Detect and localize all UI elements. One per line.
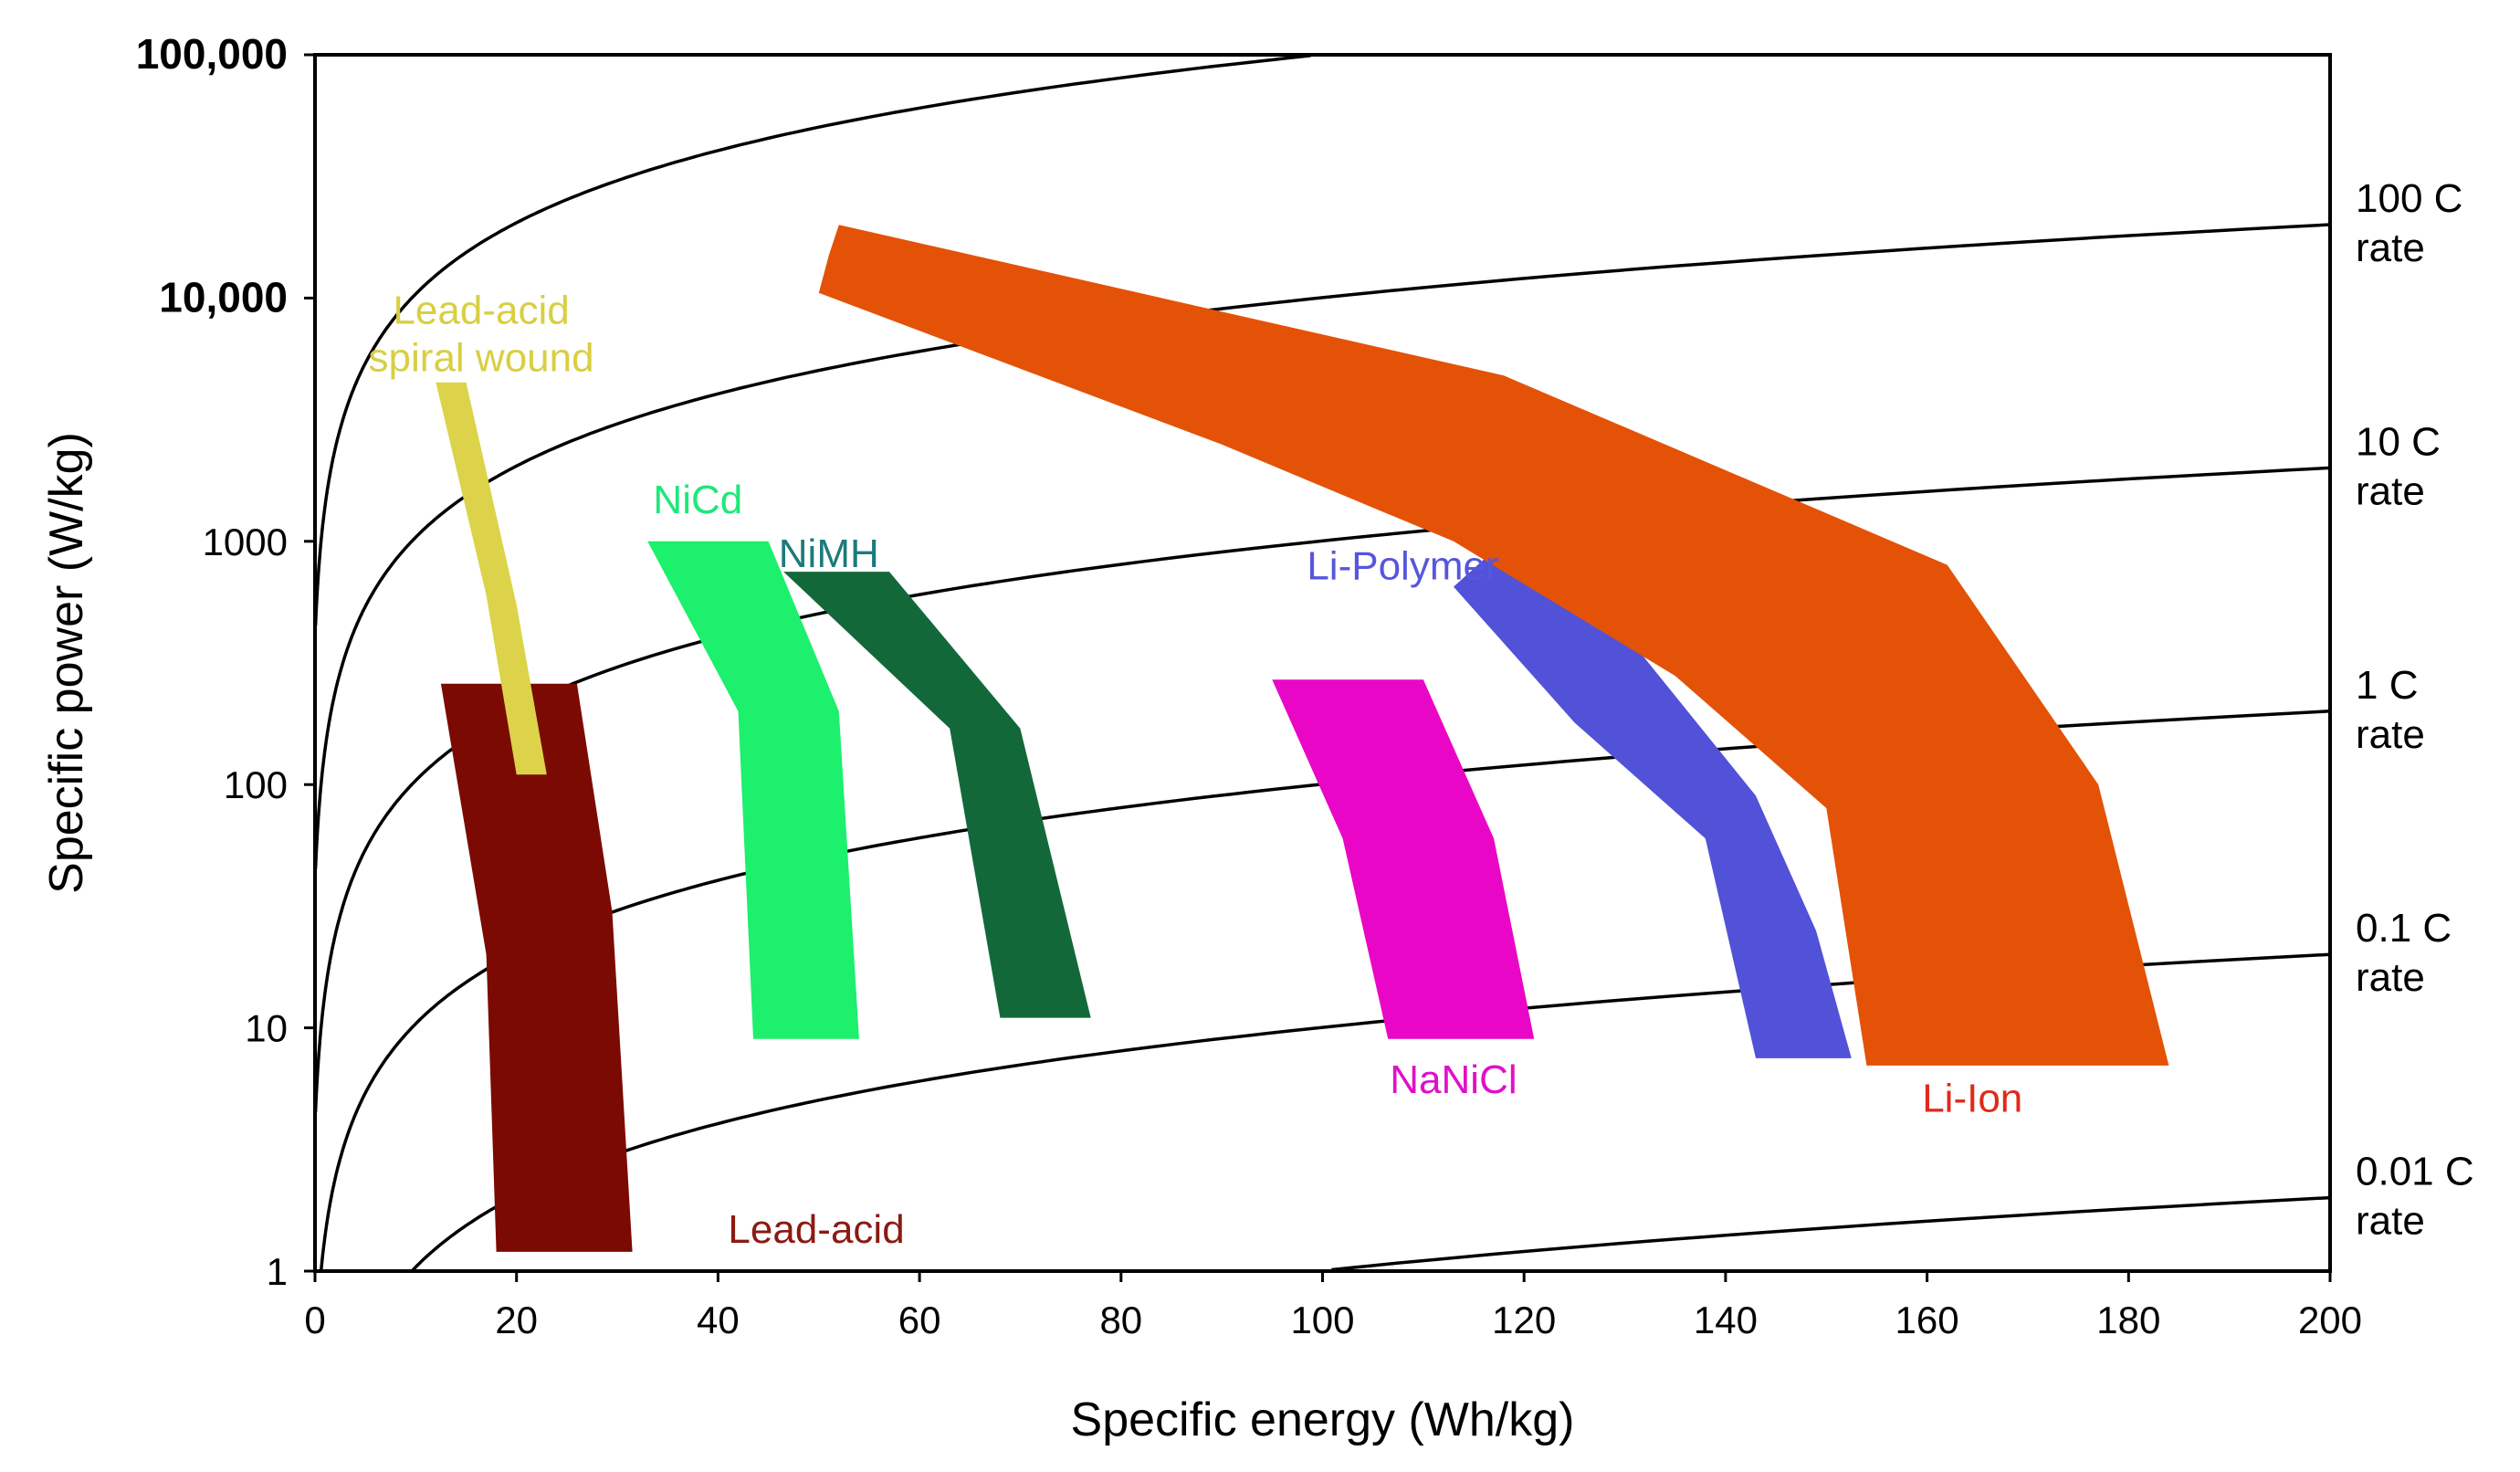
y-tick-label: 10 xyxy=(245,1007,288,1050)
x-tick-label: 200 xyxy=(2298,1299,2362,1341)
region-li-polymer xyxy=(1454,541,1852,1058)
series-label-nimh: NiMH xyxy=(779,531,879,576)
c-rate-curve-1 xyxy=(319,710,2331,1272)
x-tick-label: 180 xyxy=(2096,1299,2160,1341)
c-rate-label: rate xyxy=(2356,712,2425,757)
y-tick-label: 100 xyxy=(224,763,288,806)
c-rate-curve-100 xyxy=(313,223,2331,869)
series-label-lead-acid: Lead-acid xyxy=(728,1207,904,1252)
x-axis-label: Specific energy (Wh/kg) xyxy=(1071,1393,1575,1446)
x-tick-label: 100 xyxy=(1290,1299,1354,1341)
x-tick-label: 120 xyxy=(1492,1299,1556,1341)
region-li-ion xyxy=(818,225,2169,1066)
region-nicd xyxy=(647,541,859,1039)
x-tick-label: 80 xyxy=(1099,1299,1142,1341)
region-nimh xyxy=(783,572,1091,1018)
c-rate-label: rate xyxy=(2356,1199,2425,1244)
tick-marks xyxy=(304,53,2332,1282)
c-rate-label: rate xyxy=(2356,226,2425,270)
chart-text: 0 20 40 60 80 100 120 140 160 180 200 1 10 100 1000 10,… xyxy=(40,30,2474,1446)
c-rate-label: rate xyxy=(2356,468,2425,513)
series-label-lead-acid-spiral-wound: spiral wound xyxy=(369,336,594,381)
x-tick-label: 160 xyxy=(1895,1299,1959,1341)
y-tick-label: 10,000 xyxy=(159,273,288,321)
region-lead-acid-spiral-wound xyxy=(436,382,547,775)
region-lead-acid xyxy=(440,683,633,1252)
c-rate-label: 1 C xyxy=(2356,663,2418,708)
x-tick-label: 0 xyxy=(304,1299,325,1341)
x-tick-label: 60 xyxy=(898,1299,941,1341)
c-rate-label: rate xyxy=(2356,955,2425,1000)
series-label-lead-acid-spiral-wound: Lead-acid xyxy=(393,289,569,333)
y-axis-label: Specific power (W/kg) xyxy=(40,432,93,894)
c-rate-label: 0.01 C xyxy=(2356,1150,2474,1194)
c-rate-curve-0-01 xyxy=(1331,1195,2331,1272)
series-label-li-polymer: Li-Polymer xyxy=(1307,544,1498,589)
c-rate-label: 10 C xyxy=(2356,419,2441,464)
series-label-nicd: NiCd xyxy=(653,478,742,522)
series-regions xyxy=(436,225,2169,1252)
c-rate-curve-10 xyxy=(313,466,2331,1112)
c-rate-label: 100 C xyxy=(2356,176,2462,221)
x-tick-label: 40 xyxy=(697,1299,740,1341)
c-rate-curves xyxy=(313,54,2331,1272)
c-rate-curve-0-1 xyxy=(411,952,2331,1272)
x-tick-label: 20 xyxy=(495,1299,538,1341)
y-tick-label: 1 xyxy=(267,1250,288,1293)
region-nanicl xyxy=(1272,679,1535,1039)
y-tick-label: 100,000 xyxy=(136,30,288,78)
series-label-nanicl: NaNiCl xyxy=(1390,1057,1517,1102)
x-tick-label: 140 xyxy=(1694,1299,1758,1341)
c-rate-label: 0.1 C xyxy=(2356,906,2452,951)
series-label-li-ion: Li-Ion xyxy=(1922,1076,2022,1120)
y-tick-label: 1000 xyxy=(203,520,288,563)
